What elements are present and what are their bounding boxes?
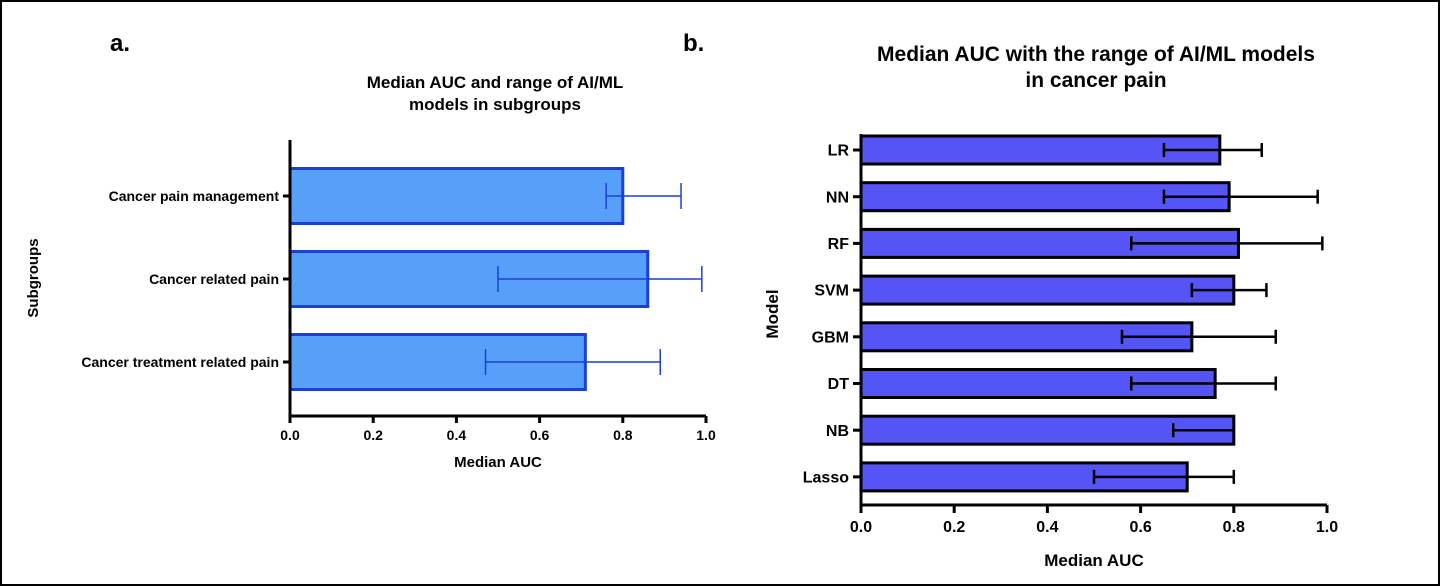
category-label: NB	[826, 423, 849, 440]
chart-title-line: in cancer pain	[1025, 69, 1166, 92]
x-tick-label: 0.0	[280, 427, 300, 443]
category-label: GBM	[812, 329, 849, 346]
bar	[859, 274, 1236, 306]
x-tick-label: 0.8	[613, 427, 633, 443]
category-label: LR	[828, 143, 850, 160]
x-tick-label: 0.6	[1129, 519, 1151, 536]
panel-label-b: b.	[683, 30, 705, 57]
category-label: Cancer related pain	[149, 271, 279, 287]
x-tick-label: 0.4	[1036, 519, 1058, 536]
x-tick-label: 1.0	[1316, 519, 1338, 536]
x-tick-label: 0.0	[850, 519, 872, 536]
category-label: NN	[826, 189, 849, 206]
x-tick-label: 0.2	[943, 519, 965, 536]
x-tick-label: 0.8	[1223, 519, 1245, 536]
chart-title-line: Median AUC with the range of AI/ML model…	[877, 43, 1315, 66]
panel-label-a: a.	[110, 30, 131, 57]
category-label: Lasso	[803, 470, 849, 487]
x-axis-label: Median AUC	[1044, 551, 1144, 570]
chart-title-line: models in subgroups	[409, 95, 581, 114]
x-tick-label: 0.2	[363, 427, 383, 443]
x-axis-label: Median AUC	[454, 454, 542, 471]
y-axis-label: Model	[763, 289, 782, 338]
category-label: RF	[828, 236, 850, 253]
category-label: Cancer treatment related pain	[81, 354, 279, 370]
y-axis-label: Subgroups	[25, 238, 42, 317]
x-tick-label: 1.0	[696, 427, 716, 443]
bar	[859, 134, 1222, 166]
category-label: SVM	[814, 283, 849, 300]
x-tick-label: 0.6	[530, 427, 550, 443]
x-tick-label: 0.4	[447, 427, 467, 443]
category-label: DT	[828, 376, 850, 393]
chart-title-line: Median AUC and range of AI/ML	[367, 73, 624, 92]
category-label: Cancer pain management	[109, 188, 280, 204]
